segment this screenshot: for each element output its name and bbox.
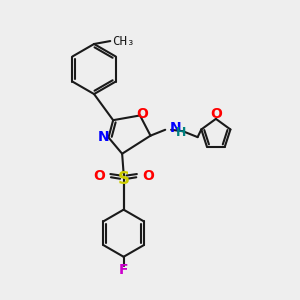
- Text: O: O: [142, 169, 154, 183]
- Text: CH₃: CH₃: [112, 34, 135, 48]
- Text: N: N: [169, 121, 181, 135]
- Text: O: O: [93, 169, 105, 183]
- Text: N: N: [98, 130, 109, 145]
- Text: F: F: [119, 263, 128, 277]
- Text: O: O: [136, 107, 148, 121]
- Text: S: S: [118, 170, 130, 188]
- Text: H: H: [176, 126, 187, 139]
- Text: O: O: [211, 107, 222, 122]
